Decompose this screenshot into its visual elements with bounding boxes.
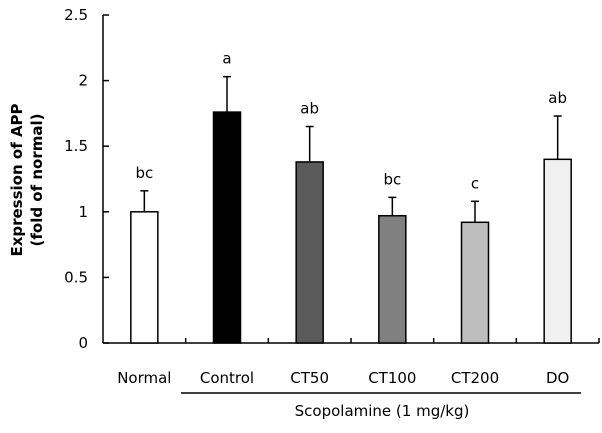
bar-ct100 [378, 214, 407, 344]
bar-ct50 [295, 161, 324, 344]
x-tick-label: CT50 [290, 369, 329, 387]
significance-letter: ab [300, 100, 319, 118]
y-tick-label: 1 [78, 203, 88, 221]
y-tick-label: 0 [78, 334, 88, 352]
x-tick-label: DO [546, 369, 569, 387]
y-tick-label: 2.5 [64, 6, 88, 24]
bar-normal [130, 211, 159, 344]
bar-control [212, 111, 242, 344]
significance-letter: a [222, 50, 231, 68]
y-axis-label-line2: (fold of normal) [28, 114, 46, 247]
significance-letter: ab [548, 89, 567, 107]
y-axis-title: Expression of APP (fold of normal) [8, 103, 46, 256]
x-tick-label: Normal [117, 369, 171, 387]
bar-ct200 [460, 221, 490, 344]
y-tick-label: 2 [78, 72, 88, 90]
significance-letter: c [471, 174, 479, 192]
y-tick-label: 0.5 [64, 268, 88, 286]
group-label: Scopolamine (1 mg/kg) [295, 402, 470, 420]
x-tick-label: CT100 [368, 369, 416, 387]
bar-do [543, 158, 572, 344]
x-tick-label: CT200 [451, 369, 499, 387]
x-tick-label: Control [200, 369, 254, 387]
significance-letter: bc [135, 164, 153, 182]
significance-letter: bc [383, 170, 401, 188]
y-tick-label: 1.5 [64, 137, 88, 155]
y-axis-label: Expression of APP [8, 103, 26, 256]
